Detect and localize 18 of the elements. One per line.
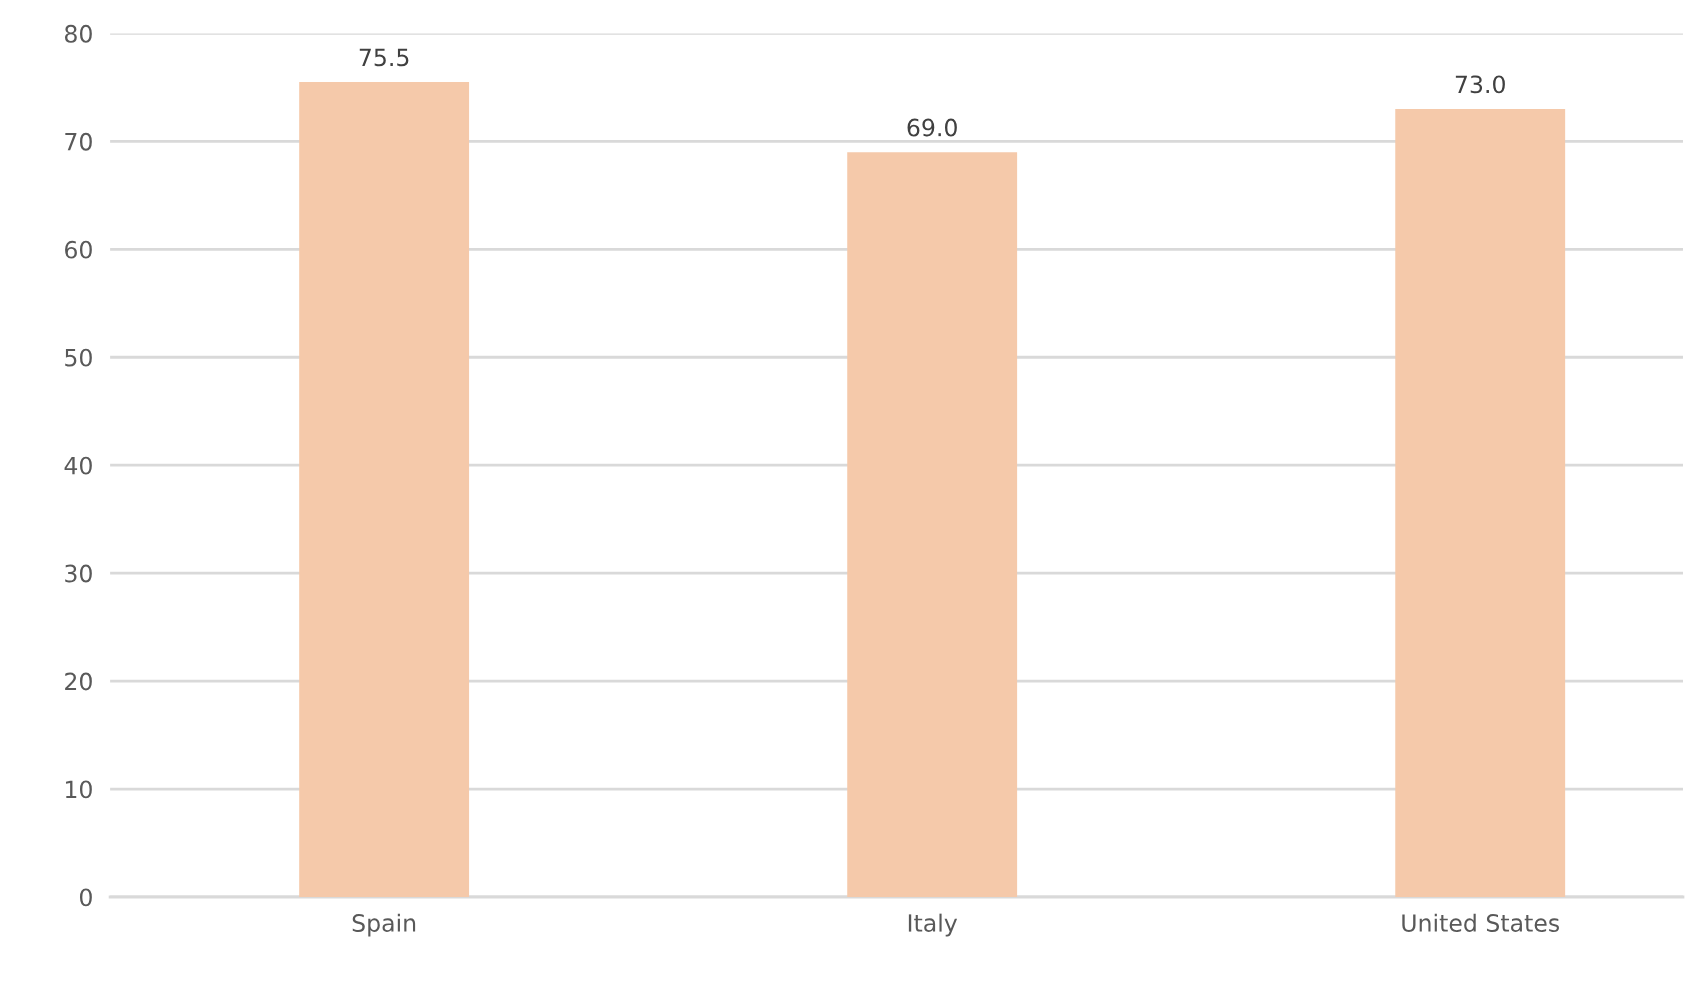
y-tick-label: 40 — [64, 456, 92, 475]
data-label: 75.5 — [359, 48, 409, 67]
y-tick-label: 70 — [65, 132, 92, 151]
bar — [847, 152, 1018, 897]
bar — [1395, 108, 1566, 897]
y-tick-label: 30 — [65, 564, 92, 583]
y-tick-label: 10 — [65, 780, 92, 799]
x-tick-label: Italy — [908, 913, 958, 937]
y-tick-label: 0 — [79, 888, 92, 907]
y-tick-label: 80 — [65, 24, 92, 43]
data-label: 73.0 — [1455, 75, 1505, 94]
bar — [299, 82, 470, 897]
y-tick-label: 50 — [65, 348, 92, 367]
x-tick-label: United States — [1402, 913, 1559, 932]
x-tick-label: Spain — [352, 913, 416, 937]
y-tick-label: 20 — [65, 672, 92, 691]
data-label: 69.0 — [907, 118, 957, 137]
y-tick-label: 60 — [65, 240, 92, 259]
